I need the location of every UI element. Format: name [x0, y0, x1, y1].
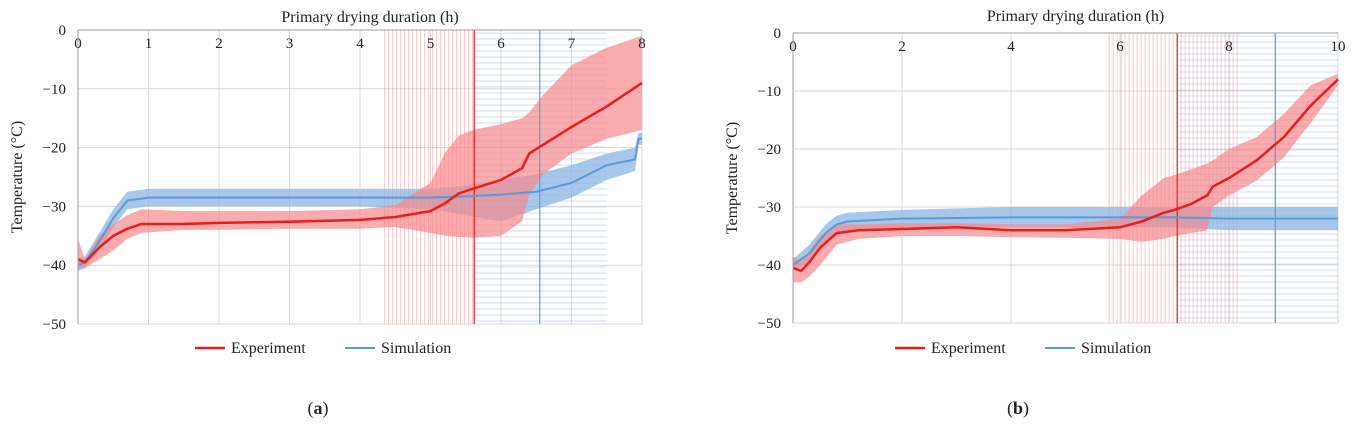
panel-a-y-tick-label: −30: [43, 199, 66, 215]
panel-b-y-tick-label: −50: [758, 316, 781, 332]
panel-b-panel-label: (b): [1007, 398, 1029, 419]
panel-b-simulation-line: [792, 216, 1338, 266]
panel-a-y-tick-label: −10: [43, 82, 66, 98]
panel-a-y-tick-label: −50: [43, 317, 66, 333]
panel-b-x-tick-label: 6: [1116, 39, 1124, 55]
panel-b-x-tick-label: 8: [1225, 39, 1233, 55]
panel-b-x-axis-label: Primary drying duration (h): [987, 8, 1164, 25]
panel-a-x-tick-label: 0: [74, 36, 82, 52]
panel-a-x-tick-label: 4: [356, 36, 364, 52]
panel-b-legend: Experiment Simulation: [895, 340, 1151, 357]
panel-a-y-tick-label: −40: [43, 258, 66, 274]
panel-a-experiment-band: [78, 35, 642, 269]
panel-b-y-tick-label: −10: [758, 84, 781, 100]
panel-a-simulation-band: [78, 132, 642, 272]
panel-b-x-tick-label: 0: [789, 39, 797, 55]
panel-b-x-tick-label: 2: [898, 39, 906, 55]
panel-b-y-tick-label: −20: [758, 142, 781, 158]
panel-a-panel-label: (a): [308, 398, 329, 419]
panel-a-x-tick-label: 5: [427, 36, 435, 52]
panel-b-x-tick-label: 4: [1007, 39, 1015, 55]
panel-a-simulation-line: [77, 137, 642, 267]
panel-a-x-tick-label: 2: [215, 36, 223, 52]
panel-a-legend: Experiment Simulation: [195, 340, 451, 357]
panel-a-y-tick-label: −20: [43, 141, 66, 157]
legend-simulation-label: Simulation: [1081, 340, 1151, 357]
legend-experiment-label: Experiment: [931, 340, 1006, 357]
panel-a-experiment-line: [77, 81, 643, 264]
panel-b-y-tick-label: −40: [758, 258, 781, 274]
panel-b-experiment-line: [792, 78, 1339, 273]
panel-b-x-tick-label: 10: [1331, 39, 1346, 55]
panel-a-y-tick-label: 0: [59, 23, 67, 39]
panel-b-y-tick-label: 0: [774, 26, 782, 42]
panel-a-x-axis-label: Primary drying duration (h): [281, 9, 458, 26]
legend-experiment-label: Experiment: [231, 340, 306, 357]
panel-b-y-tick-label: −30: [758, 200, 781, 216]
panel-b-experiment-band: [793, 73, 1338, 283]
panel-a-x-tick-label: 6: [497, 36, 505, 52]
panel-a-x-tick-label: 8: [638, 36, 646, 52]
panel-b-y-axis-label: Temperature (°C): [724, 122, 741, 234]
panel-a-x-tick-label: 1: [145, 36, 153, 52]
panel-a-x-tick-label: 3: [286, 36, 294, 52]
panel-a-y-axis-label: Temperature (°C): [9, 121, 26, 233]
legend-simulation-label: Simulation: [381, 340, 451, 357]
panel-a-x-tick-label: 7: [568, 36, 576, 52]
chart-panel-a: 0 1 2 3 4 5 6 7 8 0 −10 −20 −30 −40 −50 Primary drying …: [9, 9, 646, 419]
chart-panel-b: 0 2 4 6 8 10 0 −10 −20 −30 −40 −50 Primary drying du…: [724, 8, 1346, 419]
